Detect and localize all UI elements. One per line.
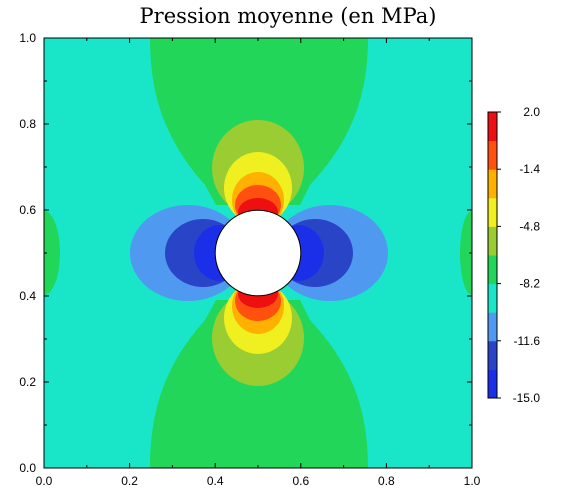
right-edge-lobe xyxy=(460,211,472,295)
colorbar-frame xyxy=(487,111,498,399)
colorbar-level xyxy=(488,283,497,313)
y-tick-label: 0.8 xyxy=(19,117,36,131)
x-tick-label: 0.4 xyxy=(207,474,224,488)
x-tick-label: 0.2 xyxy=(121,474,138,488)
colorbar-level xyxy=(488,226,497,256)
x-tick-label: 0.6 xyxy=(292,474,309,488)
x-tick-label: 1.0 xyxy=(464,474,481,488)
y-tick-label: 1.0 xyxy=(19,31,36,45)
y-tick-label: 0.0 xyxy=(19,461,36,475)
colorbar-level xyxy=(488,112,497,142)
y-tick-label: 0.4 xyxy=(19,289,36,303)
colorbar-level xyxy=(488,312,497,342)
colorbar-level xyxy=(488,169,497,199)
colorbar-level xyxy=(488,255,497,285)
y-tick-label: 0.6 xyxy=(19,203,36,217)
x-tick-label: 0.8 xyxy=(378,474,395,488)
x-tick-label: 0.0 xyxy=(36,474,53,488)
colorbar-tick-label: -8.2 xyxy=(519,277,540,291)
colorbar-tick-label: -15.0 xyxy=(513,391,541,405)
colorbar-tick-label: -11.6 xyxy=(514,334,541,348)
colorbar-tick-label: -1.4 xyxy=(519,162,540,176)
colorbar-level xyxy=(488,369,497,399)
colorbar-tick-label: -4.8 xyxy=(519,219,540,233)
axis-ticks: 0.0 0.2 0.4 0.6 0.8 1.0 0.0 0.2 0.4 0.6 0.8 1.0 xyxy=(19,31,480,488)
circular-hole xyxy=(214,209,302,297)
colorbar-level xyxy=(488,140,497,170)
colorbar-level xyxy=(488,197,497,227)
y-tick-label: 0.2 xyxy=(19,375,36,389)
chart-title: Pression moyenne (en MPa) xyxy=(140,4,437,28)
colorbar-tick-label: 2.0 xyxy=(523,105,540,119)
left-edge-lobe xyxy=(44,211,60,295)
colorbar-level xyxy=(488,340,497,370)
contour-field xyxy=(44,38,472,468)
colorbar: 2.0 -1.4 -4.8 -8.2 -11.6 -15.0 xyxy=(487,105,541,405)
